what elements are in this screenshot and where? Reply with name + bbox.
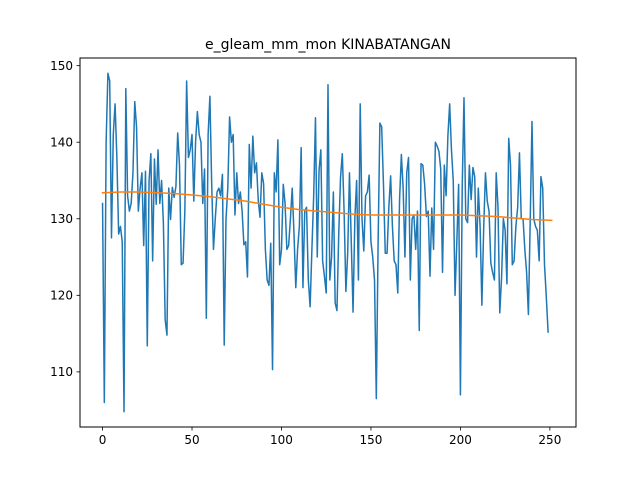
y-axis: 110 120 130 140 150	[50, 59, 80, 379]
x-axis: 0 50 100 150 200 250	[99, 427, 561, 447]
series-layer	[101, 72, 553, 413]
y-tick-label: 120	[50, 289, 73, 303]
x-tick-label: 150	[359, 433, 382, 447]
x-tick-label: 100	[270, 433, 293, 447]
x-tick-label: 50	[184, 433, 199, 447]
x-tick-label: 200	[449, 433, 472, 447]
plot-frame	[79, 57, 577, 428]
x-tick-label: 0	[99, 433, 107, 447]
chart-title: e_gleam_mm_mon KINABATANGAN	[205, 37, 451, 53]
y-tick-label: 140	[50, 136, 73, 150]
series-line-2	[101, 191, 553, 222]
plot-area	[79, 57, 577, 428]
y-tick-label: 110	[50, 365, 73, 379]
x-tick-label: 250	[538, 433, 561, 447]
series-line-1	[101, 72, 549, 413]
y-tick-label: 150	[50, 59, 73, 73]
y-tick-label: 130	[50, 212, 73, 226]
